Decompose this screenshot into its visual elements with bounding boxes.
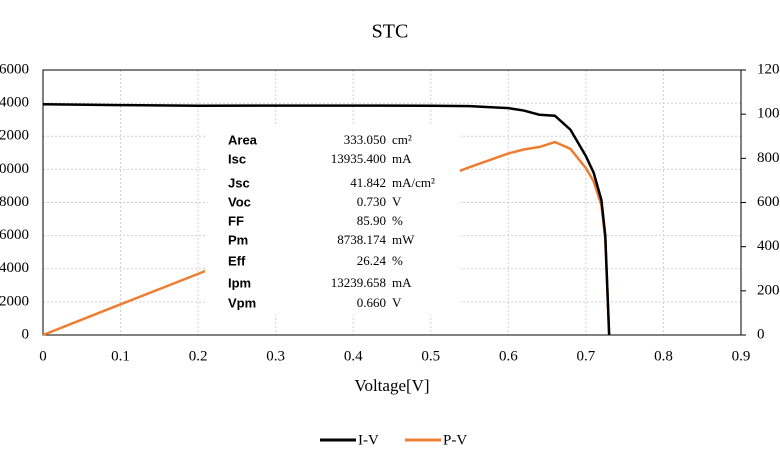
annotation-unit: mA <box>392 275 412 290</box>
annotation-unit: V <box>392 295 402 310</box>
legend-label: I-V <box>358 432 379 448</box>
x-tick-label: 0.3 <box>266 348 285 364</box>
y2-tick-label: 4000 <box>757 238 780 254</box>
y-tick-label: 8000 <box>0 194 29 210</box>
y2-tick-label: 10000 <box>757 106 780 122</box>
x-tick-label: 0.8 <box>654 348 673 364</box>
annotation-value: 0.660 <box>357 295 386 310</box>
y2-tick-label: 6000 <box>757 194 780 210</box>
y2-tick-label: 8000 <box>757 150 780 166</box>
annotation-key: Ipm <box>228 275 251 290</box>
chart-title: STC <box>372 21 409 43</box>
annotation-value: 8738.174 <box>337 232 386 247</box>
y-tick-label: 16000 <box>0 61 29 77</box>
annotation-value: 41.842 <box>350 175 386 190</box>
x-tick-label: 0.1 <box>111 348 130 364</box>
annotation-unit: % <box>392 253 403 268</box>
annotation-value: 13935.400 <box>331 151 386 166</box>
y2-tick-label: 0 <box>757 326 765 342</box>
annotation-unit: V <box>392 194 402 209</box>
x-tick-label: 0.7 <box>577 348 596 364</box>
annotation-unit: mA <box>392 151 412 166</box>
y-tick-label: 6000 <box>0 227 29 243</box>
annotation-value: 85.90 <box>357 213 386 228</box>
x-tick-label: 0.6 <box>499 348 518 364</box>
annotation-unit: cm² <box>392 132 412 147</box>
x-tick-label: 0.4 <box>344 348 363 364</box>
annotation-key: Isc <box>228 151 246 166</box>
y-tick-label: 2000 <box>0 293 29 309</box>
y-tick-label: 10000 <box>0 161 29 177</box>
annotation-value: 0.730 <box>357 194 386 209</box>
legend-label: P-V <box>443 432 467 448</box>
annotation-unit: mA/cm² <box>392 175 435 190</box>
annotation-key: Voc <box>228 194 251 209</box>
annotation-value: 26.24 <box>357 253 387 268</box>
annotation-key: Pm <box>228 232 248 247</box>
y-tick-label: 14000 <box>0 95 29 111</box>
annotation-key: Area <box>228 132 258 147</box>
annotation-key: Vpm <box>228 295 256 310</box>
x-tick-label: 0.5 <box>421 348 440 364</box>
x-axis-label: Voltage[V] <box>354 376 429 395</box>
annotation-value: 333.050 <box>344 132 386 147</box>
x-tick-label: 0.9 <box>732 348 751 364</box>
plot-frame <box>42 69 742 336</box>
annotation-key: FF <box>228 213 244 228</box>
series-line <box>42 102 611 336</box>
annotation-value: 13239.658 <box>331 275 386 290</box>
y-tick-label: 4000 <box>0 260 29 276</box>
annotation-key: Eff <box>228 253 246 268</box>
annotation-key: Jsc <box>228 175 250 190</box>
x-tick-label: 0.2 <box>189 348 208 364</box>
annotation-unit: mW <box>392 232 415 247</box>
annotation-unit: % <box>392 213 403 228</box>
y2-tick-label: 2000 <box>757 282 780 298</box>
y-tick-label: 0 <box>22 326 30 342</box>
annotation-box <box>205 125 460 315</box>
x-tick-label: 0 <box>39 348 47 364</box>
